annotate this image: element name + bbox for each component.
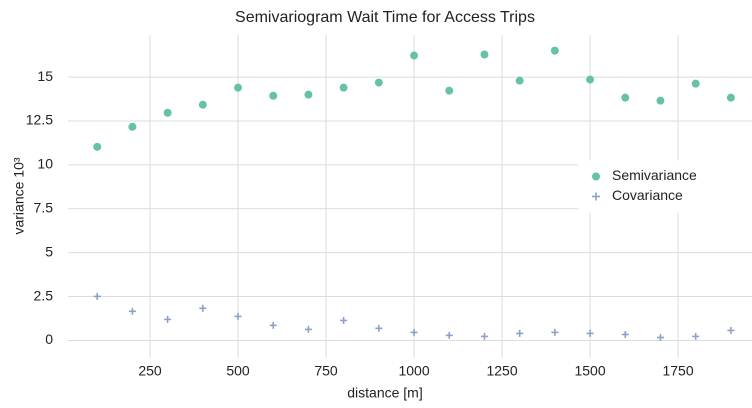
marker bbox=[621, 93, 630, 102]
y-tick-label: 0 bbox=[45, 331, 53, 347]
x-tick-label: 1250 bbox=[486, 363, 517, 379]
y-tick-label: 12.5 bbox=[26, 112, 53, 128]
legend: Semivariance Covariance bbox=[578, 160, 752, 213]
y-tick-label: 15 bbox=[37, 68, 53, 84]
marker bbox=[164, 315, 172, 323]
marker bbox=[727, 326, 735, 334]
marker bbox=[551, 328, 559, 336]
marker bbox=[128, 122, 137, 131]
x-tick-label: 750 bbox=[314, 363, 338, 379]
marker bbox=[445, 86, 454, 95]
marker bbox=[340, 316, 348, 324]
x-axis-label: distance [m] bbox=[347, 385, 422, 401]
x-tick-label: 500 bbox=[226, 363, 250, 379]
x-tick-label: 250 bbox=[138, 363, 162, 379]
marker bbox=[550, 46, 559, 55]
legend-label: Semivariance bbox=[612, 167, 697, 183]
marker bbox=[656, 333, 664, 341]
marker bbox=[375, 324, 383, 332]
marker bbox=[128, 307, 136, 315]
marker bbox=[410, 51, 419, 60]
chart-title: Semivariogram Wait Time for Access Trips bbox=[235, 9, 535, 26]
marker bbox=[374, 78, 383, 87]
y-axis-label: variance 10³ bbox=[11, 157, 27, 234]
x-tick-label: 1750 bbox=[662, 363, 693, 379]
marker bbox=[163, 108, 172, 117]
y-tick-label: 7.5 bbox=[34, 199, 54, 215]
marker bbox=[445, 331, 453, 339]
marker bbox=[198, 100, 207, 109]
marker bbox=[691, 79, 700, 88]
legend-swatch-dot bbox=[592, 172, 600, 181]
marker bbox=[234, 83, 243, 92]
marker bbox=[304, 90, 313, 99]
legend-swatch bbox=[592, 192, 600, 201]
marker bbox=[515, 76, 524, 85]
marker bbox=[621, 330, 629, 338]
y-tick-label: 5 bbox=[45, 243, 53, 259]
marker bbox=[516, 329, 524, 337]
legend-label: Covariance bbox=[612, 187, 683, 203]
y-tick-label: 10 bbox=[37, 156, 53, 172]
marker bbox=[480, 332, 488, 340]
marker bbox=[269, 321, 277, 329]
marker bbox=[304, 325, 312, 333]
x-tick-label: 1500 bbox=[574, 363, 605, 379]
x-tick-label: 1000 bbox=[398, 363, 429, 379]
marker bbox=[199, 304, 207, 312]
marker bbox=[269, 91, 278, 100]
legend-swatch bbox=[592, 172, 600, 181]
marker bbox=[726, 93, 735, 102]
marker bbox=[586, 75, 595, 84]
marker bbox=[410, 328, 418, 336]
marker bbox=[234, 312, 242, 320]
marker bbox=[480, 50, 489, 59]
marker bbox=[692, 332, 700, 340]
marker bbox=[93, 142, 102, 151]
y-tick-label: 2.5 bbox=[34, 287, 54, 303]
marker bbox=[339, 83, 348, 92]
marker bbox=[93, 292, 101, 300]
marker bbox=[656, 96, 665, 105]
legend-box bbox=[578, 160, 752, 213]
marker bbox=[586, 329, 594, 337]
